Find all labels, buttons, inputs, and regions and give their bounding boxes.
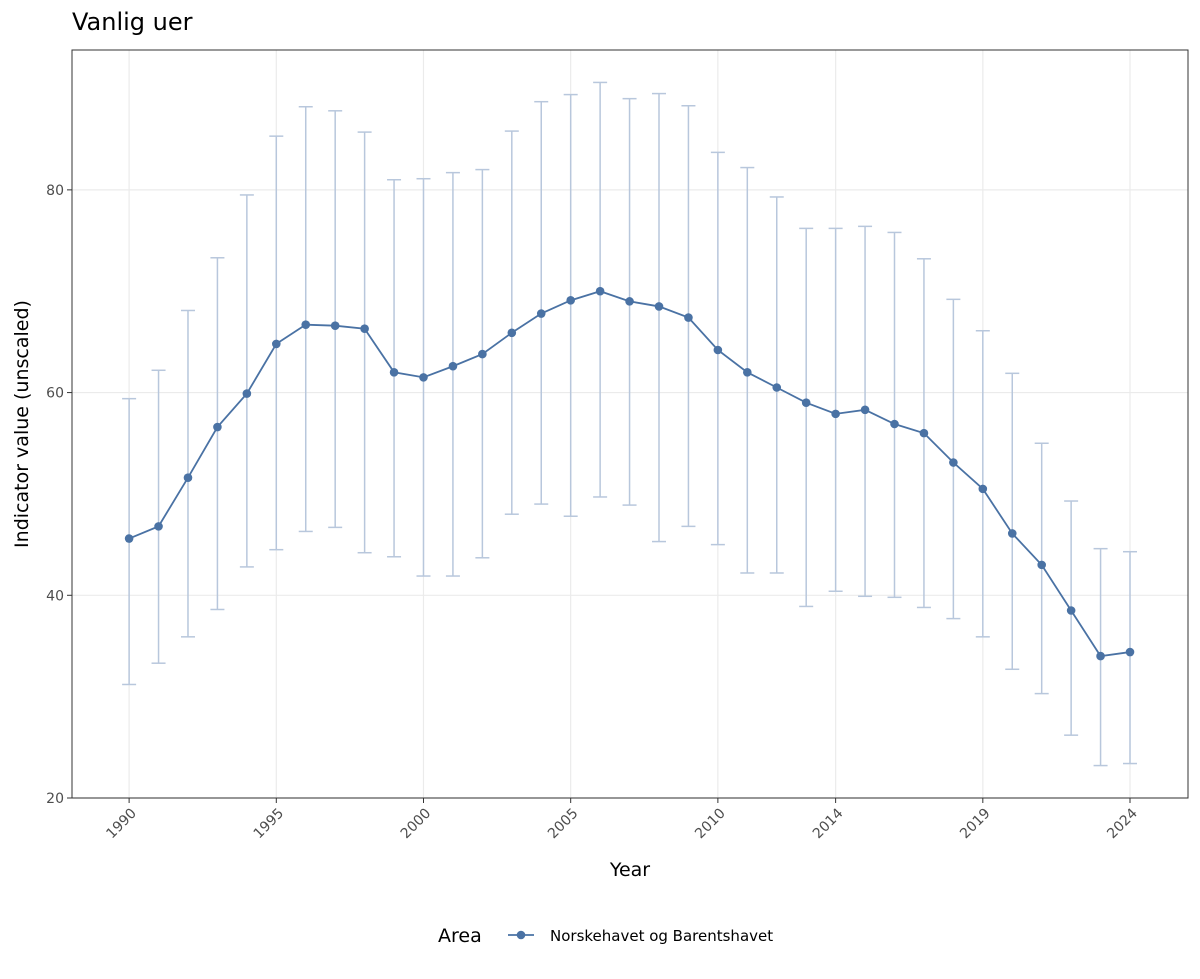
data-point xyxy=(272,339,281,349)
error-bar xyxy=(651,92,666,543)
error-bar xyxy=(887,231,902,599)
data-point xyxy=(1096,651,1105,661)
data-point xyxy=(890,419,899,429)
data-point xyxy=(949,458,958,467)
y-tick-label: 20 xyxy=(46,791,64,807)
error-bar xyxy=(1064,500,1079,736)
data-point xyxy=(860,405,870,415)
error-bar xyxy=(151,369,166,664)
data-point xyxy=(1125,647,1135,657)
data-point xyxy=(360,324,369,334)
data-point xyxy=(183,473,193,483)
data-point xyxy=(743,368,752,377)
error-bar xyxy=(445,171,460,577)
x-tick-label: 1990 xyxy=(103,806,140,843)
data-point xyxy=(1007,529,1017,538)
error-bar xyxy=(504,130,519,515)
data-point xyxy=(213,422,222,432)
data-point xyxy=(1037,560,1046,570)
x-tick-label: 2014 xyxy=(810,805,847,842)
error-bar xyxy=(328,110,343,529)
data-point xyxy=(654,302,664,311)
data-point xyxy=(478,349,487,359)
data-point xyxy=(389,368,399,377)
chart-title: Vanlig uer xyxy=(72,8,193,36)
data-point xyxy=(301,320,311,329)
error-bar xyxy=(1005,372,1020,671)
x-tick-label: 2005 xyxy=(545,806,582,843)
error-bar xyxy=(475,168,490,559)
data-point xyxy=(448,361,458,371)
data-point xyxy=(595,286,605,296)
data-point xyxy=(625,297,634,306)
data-point xyxy=(713,345,723,355)
x-tick-label: 2024 xyxy=(1104,805,1141,842)
x-tick-label: 2019 xyxy=(957,806,994,843)
data-point xyxy=(684,313,693,322)
error-bar xyxy=(1123,550,1138,765)
data-point xyxy=(919,428,929,438)
data-point xyxy=(330,321,340,330)
y-tick-label: 40 xyxy=(46,588,64,604)
x-axis-label: Year xyxy=(609,859,650,881)
data-point xyxy=(419,373,428,382)
error-bar xyxy=(975,330,990,638)
data-point xyxy=(772,383,782,392)
error-bar xyxy=(210,257,225,611)
x-tick-label: 1995 xyxy=(251,806,288,843)
data-point xyxy=(978,484,988,494)
data-point xyxy=(801,398,811,408)
legend-title: Area xyxy=(438,925,482,947)
data-point xyxy=(831,409,840,419)
y-tick-label: 80 xyxy=(46,183,64,199)
error-bar xyxy=(239,194,254,568)
data-point xyxy=(124,534,134,543)
legend-marker xyxy=(516,930,526,940)
panel-border xyxy=(71,49,1189,799)
data-point xyxy=(242,389,252,398)
data-point xyxy=(566,296,575,305)
data-point xyxy=(536,309,546,318)
x-tick-label: 2000 xyxy=(398,806,435,843)
error-bar xyxy=(298,106,313,533)
error-bar xyxy=(563,93,578,517)
data-point xyxy=(507,328,517,338)
error-bar xyxy=(357,131,372,554)
data-point xyxy=(154,522,163,531)
error-bar xyxy=(534,100,549,505)
legend-label: Norskehavet og Barentshavet xyxy=(550,927,773,945)
y-tick-label: 60 xyxy=(46,386,64,402)
x-tick-label: 2010 xyxy=(692,806,729,843)
error-bar xyxy=(799,227,814,608)
data-point xyxy=(1066,606,1076,615)
y-axis-label: Indicator value (unscaled) xyxy=(11,300,33,548)
